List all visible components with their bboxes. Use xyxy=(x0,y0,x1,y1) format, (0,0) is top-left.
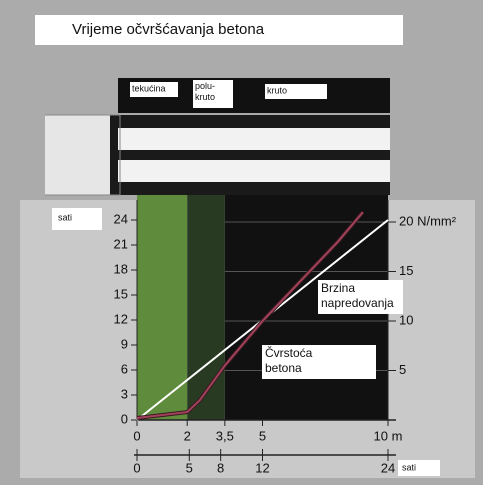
y-tick-label: 12 xyxy=(114,311,128,326)
x2-label-box xyxy=(398,460,440,476)
y-label: sati xyxy=(58,212,72,222)
y2-tick-label: 5 xyxy=(399,362,406,377)
x2-tick-label: 24 xyxy=(381,460,395,475)
series-line xyxy=(136,211,364,419)
y2-tick-label: 15 xyxy=(399,263,413,278)
pipe-inner xyxy=(118,160,390,182)
x2-tick-label: 8 xyxy=(217,460,224,475)
annotation-box xyxy=(262,345,376,379)
y-tick-label: 0 xyxy=(121,411,128,426)
x2-tick-label: 0 xyxy=(133,460,140,475)
region-label-box xyxy=(130,82,178,97)
region-label: kruto xyxy=(267,85,287,95)
y-tick-label: 24 xyxy=(114,211,128,226)
region-label: tekućina xyxy=(132,83,166,93)
y-tick-label: 15 xyxy=(114,286,128,301)
x2-label: sati xyxy=(402,462,416,472)
y-tick-label: 21 xyxy=(114,236,128,251)
y-tick-label: 6 xyxy=(121,361,128,376)
x-tick-label: 10 m xyxy=(374,428,403,443)
region-label: polu-kruto xyxy=(195,81,215,102)
pipe-outline xyxy=(45,114,121,196)
region xyxy=(137,195,188,420)
annotation-box xyxy=(318,280,403,314)
pipe-dark xyxy=(110,115,390,195)
x2-tick-label: 5 xyxy=(186,460,193,475)
x-tick-label: 0 xyxy=(133,428,140,443)
y-tick-label: 3 xyxy=(121,386,128,401)
region-label-box xyxy=(193,80,233,108)
pipe-inner xyxy=(118,128,390,150)
title-box xyxy=(35,15,403,45)
x-tick-label: 3,5 xyxy=(216,428,234,443)
chart-title: Vrijeme očvršćavanja betona xyxy=(72,21,265,38)
region xyxy=(187,195,225,420)
x2-tick-label: 12 xyxy=(255,460,269,475)
y-label-box xyxy=(52,208,102,230)
region-label-box xyxy=(265,84,327,99)
y2-tick-label: 20 N/mm² xyxy=(399,213,457,228)
annotation: Brzina napredovanja xyxy=(321,281,394,310)
x-tick-label: 2 xyxy=(184,428,191,443)
y-tick-label: 9 xyxy=(121,336,128,351)
x-tick-label: 5 xyxy=(259,428,266,443)
y-tick-label: 18 xyxy=(114,261,128,276)
annotation: Čvrstoća betona xyxy=(265,345,313,375)
y2-tick-label: 10 xyxy=(399,312,413,327)
